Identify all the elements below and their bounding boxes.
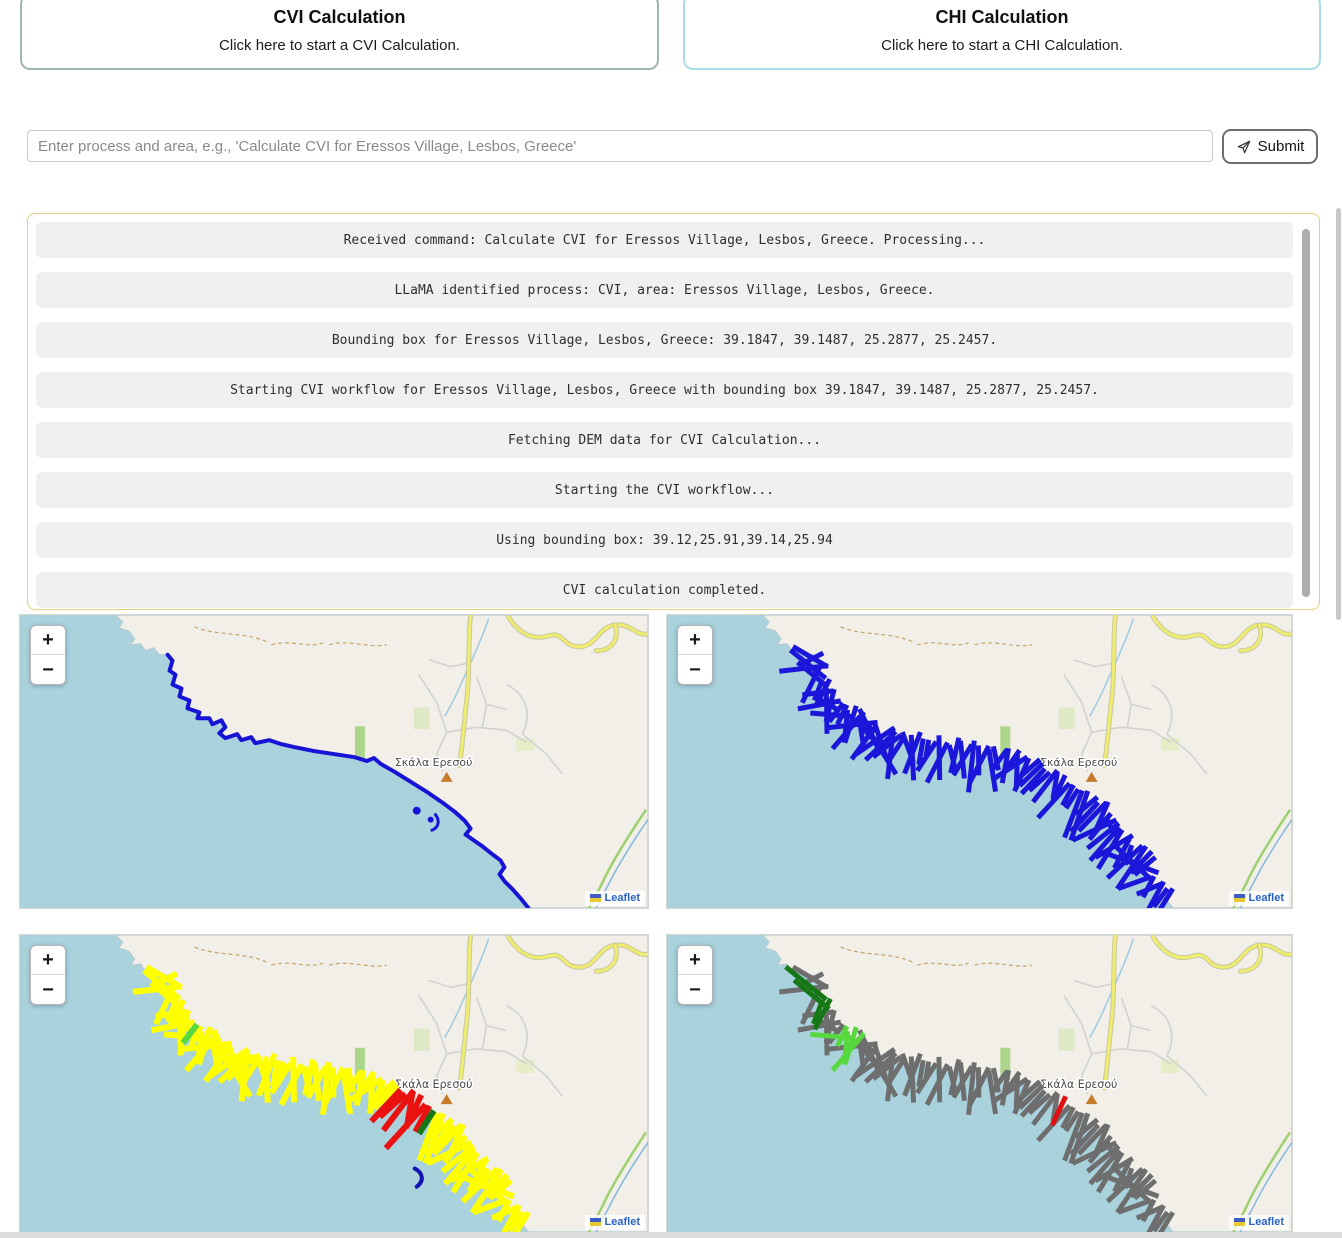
zoom-out-button[interactable]: −: [678, 655, 712, 684]
map-canvas: Σκάλα Ερεσού: [20, 615, 648, 908]
page-scrollbar[interactable]: [1336, 208, 1341, 620]
map-coastline[interactable]: Σκάλα Ερεσού + − Leaflet: [19, 614, 649, 909]
leaflet-attribution-link[interactable]: Leaflet: [604, 892, 640, 904]
send-icon: [1237, 140, 1250, 153]
map-canvas: Σκάλα Ερεσού: [667, 615, 1292, 908]
zoom-out-button[interactable]: −: [678, 975, 712, 1004]
log-message: Starting CVI workflow for Eressos Villag…: [36, 372, 1293, 408]
log-message: Fetching DEM data for CVI Calculation...: [36, 422, 1293, 458]
map-canvas: Σκάλα Ερεσού: [20, 935, 648, 1232]
log-message: LLaMA identified process: CVI, area: Ere…: [36, 272, 1293, 308]
log-scrollbar[interactable]: [1302, 229, 1310, 597]
zoom-in-button[interactable]: +: [31, 626, 65, 655]
submit-button[interactable]: Submit: [1222, 129, 1318, 164]
zoom-in-button[interactable]: +: [678, 626, 712, 655]
log-message: CVI calculation completed.: [36, 572, 1293, 608]
page-bottom-strip: [0, 1232, 1342, 1238]
ukraine-flag-icon: [589, 1218, 601, 1226]
log-message: Starting the CVI workflow...: [36, 472, 1293, 508]
map-attribution: Leaflet: [584, 1215, 645, 1230]
leaflet-attribution-link[interactable]: Leaflet: [1248, 1216, 1284, 1228]
leaflet-attribution-link[interactable]: Leaflet: [1248, 892, 1284, 904]
chi-calculation-card[interactable]: CHI Calculation Click here to start a CH…: [683, 0, 1321, 70]
cvi-calculation-card[interactable]: CVI Calculation Click here to start a CV…: [20, 0, 659, 70]
zoom-control: + −: [30, 945, 66, 1005]
leaflet-attribution-link[interactable]: Leaflet: [604, 1216, 640, 1228]
chi-card-subtitle: Click here to start a CHI Calculation.: [881, 37, 1123, 54]
command-input[interactable]: [27, 130, 1213, 162]
zoom-control: + −: [30, 625, 66, 685]
zoom-in-button[interactable]: +: [31, 946, 65, 975]
chi-card-title: CHI Calculation: [935, 7, 1069, 27]
svg-text:Σκάλα Ερεσού: Σκάλα Ερεσού: [395, 1078, 473, 1091]
svg-text:Σκάλα Ερεσού: Σκάλα Ερεσού: [1040, 1078, 1117, 1091]
log-message: Received command: Calculate CVI for Eres…: [36, 222, 1293, 258]
log-message: Bounding box for Eressos Village, Lesbos…: [36, 322, 1293, 358]
submit-button-label: Submit: [1257, 138, 1305, 155]
ukraine-flag-icon: [1233, 894, 1245, 902]
map-canvas: Σκάλα Ερεσού: [667, 935, 1292, 1232]
ukraine-flag-icon: [589, 894, 601, 902]
map-chi-classified[interactable]: Σκάλα Ερεσού + − Leaflet: [666, 934, 1293, 1233]
map-transects[interactable]: Σκάλα Ερεσού + − Leaflet: [666, 614, 1293, 909]
log-message: Using bounding box: 39.12,25.91,39.14,25…: [36, 522, 1293, 558]
cvi-card-subtitle: Click here to start a CVI Calculation.: [219, 37, 460, 54]
log-panel: Received command: Calculate CVI for Eres…: [27, 213, 1320, 610]
map-attribution: Leaflet: [1228, 891, 1289, 906]
svg-text:Σκάλα Ερεσού: Σκάλα Ερεσού: [395, 756, 473, 769]
map-attribution: Leaflet: [1228, 1215, 1289, 1230]
zoom-control: + −: [677, 625, 713, 685]
zoom-control: + −: [677, 945, 713, 1005]
ukraine-flag-icon: [1233, 1218, 1245, 1226]
zoom-in-button[interactable]: +: [678, 946, 712, 975]
svg-text:Σκάλα Ερεσού: Σκάλα Ερεσού: [1040, 756, 1117, 769]
zoom-out-button[interactable]: −: [31, 975, 65, 1004]
map-cvi-classified[interactable]: Σκάλα Ερεσού + − Leaflet: [19, 934, 649, 1233]
cvi-card-title: CVI Calculation: [273, 7, 406, 27]
zoom-out-button[interactable]: −: [31, 655, 65, 684]
map-attribution: Leaflet: [584, 891, 645, 906]
